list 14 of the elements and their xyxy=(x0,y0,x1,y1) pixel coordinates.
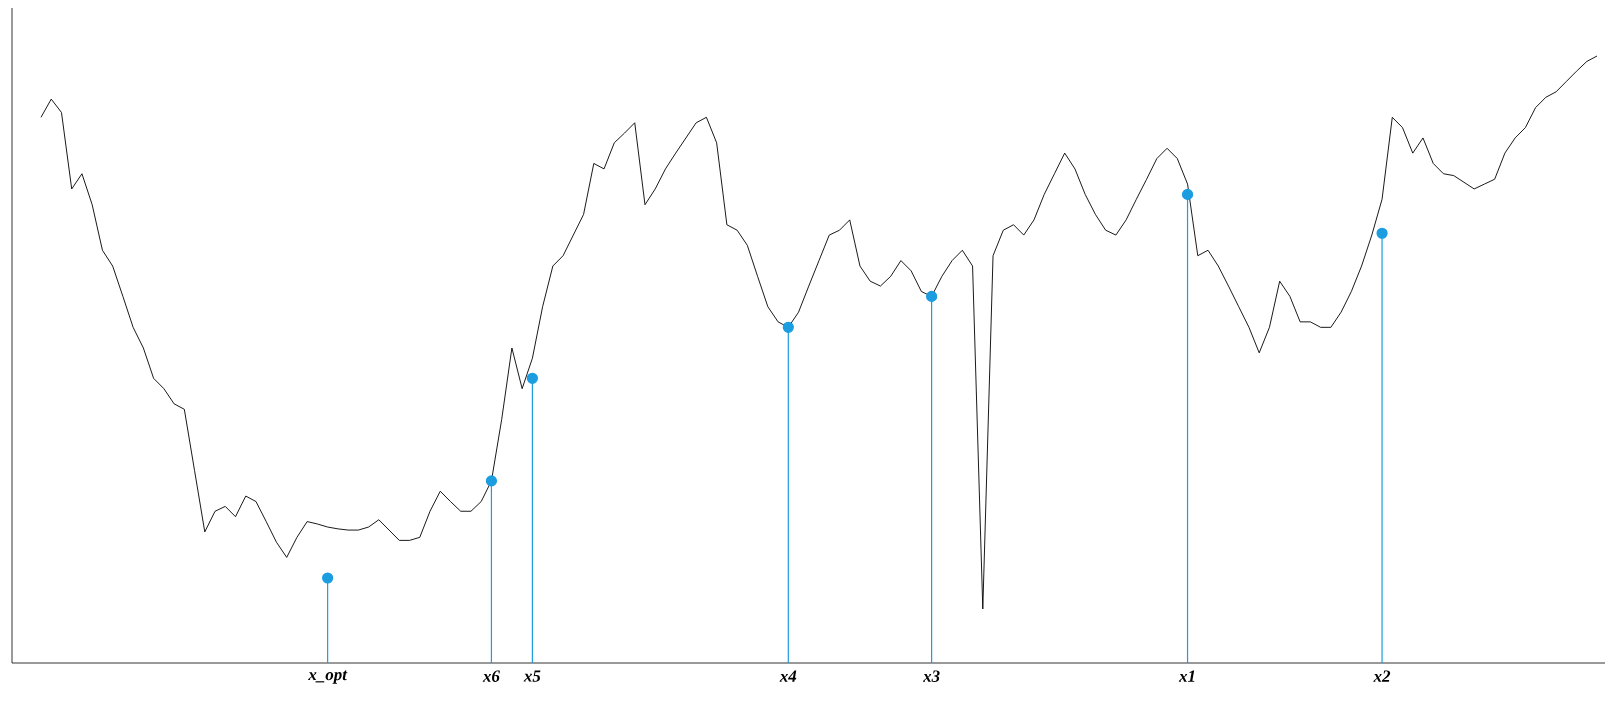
x-tick-label: x4 xyxy=(779,670,797,682)
point xyxy=(485,475,498,487)
point xyxy=(1181,188,1194,200)
x-tick-label: x6 xyxy=(482,670,500,682)
point xyxy=(782,321,794,333)
point xyxy=(1376,227,1388,239)
x-tick-label: x1 xyxy=(1178,670,1195,682)
x-tick-label: x3 xyxy=(922,670,940,682)
x-tick-label: x_opt xyxy=(308,670,348,684)
point xyxy=(926,290,938,302)
point xyxy=(322,572,334,584)
x-tick-label: x5 xyxy=(523,670,541,682)
point xyxy=(526,372,538,384)
x-tick-label: x2 xyxy=(1373,670,1391,682)
